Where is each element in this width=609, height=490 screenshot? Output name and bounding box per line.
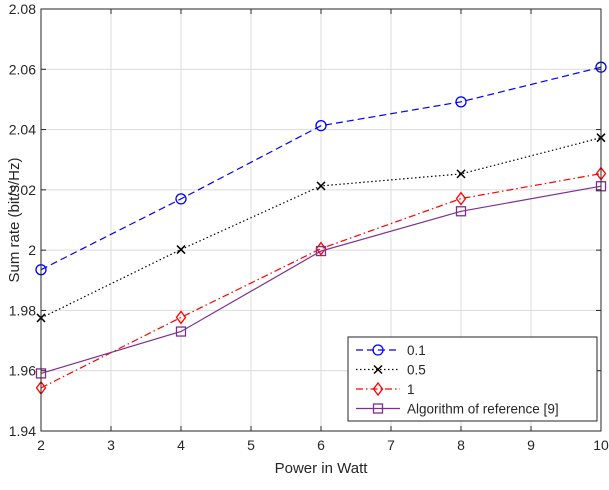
data-point [315, 120, 327, 132]
data-point [455, 191, 467, 206]
legend-label: 1 [407, 382, 415, 397]
legend-marker [372, 344, 384, 356]
legend-label: Algorithm of reference [9] [407, 402, 559, 417]
data-point [175, 326, 187, 337]
series-line [40, 185, 602, 374]
y-tick-label: 1.96 [9, 363, 36, 379]
axes [40, 8, 602, 432]
data-point [456, 169, 466, 179]
legend-marker [373, 364, 383, 375]
x-tick-label: 9 [527, 437, 535, 453]
legend-label: 0.1 [407, 343, 426, 358]
data-point [175, 310, 187, 325]
axes-frame [40, 8, 602, 432]
y-tick-label: 2 [28, 242, 36, 258]
legend-marker [372, 381, 384, 397]
legend: 0.1 0.5 1 Algorithm of reference [9] [347, 336, 598, 422]
tick-labels: 2 3 4 5 6 7 8 9 10 1.94 1.96 1.98 2 2.02 2.04 2.06 2.08 [9, 1, 609, 453]
data-point [175, 193, 187, 205]
x-tick-label: 4 [177, 437, 185, 453]
x-tick-label: 3 [107, 437, 115, 453]
y-tick-label: 2.06 [9, 61, 36, 77]
legend-entry: 0.5 [356, 363, 426, 378]
series-group [35, 61, 607, 395]
x-axis-label: Power in Watt [275, 460, 369, 477]
x-tick-label: 5 [247, 437, 255, 453]
series-line [40, 173, 602, 389]
data-point [316, 181, 326, 191]
y-tick-label: 1.98 [9, 302, 36, 318]
x-tick-label: 2 [37, 437, 45, 453]
data-point [455, 206, 467, 217]
y-tick-label: 2.08 [9, 1, 36, 17]
legend-entry: Algorithm of reference [9] [356, 402, 559, 417]
y-tick-label: 1.94 [9, 423, 36, 439]
data-point [455, 96, 467, 108]
legend-entry: 1 [356, 381, 415, 397]
legend-box [347, 336, 598, 422]
y-tick-label: 2.02 [9, 182, 36, 198]
data-point [176, 245, 186, 255]
x-tick-label: 7 [387, 437, 395, 453]
legend-label: 0.5 [407, 363, 426, 378]
x-tick-label: 6 [317, 437, 325, 453]
x-tick-label: 10 [593, 437, 609, 453]
data-point [315, 245, 327, 257]
y-axis-label: Sum rate (bit/s/Hz) [6, 157, 23, 282]
legend-entry: 0.1 [356, 343, 426, 358]
series-line [40, 66, 602, 271]
x-tick-label: 8 [457, 437, 465, 453]
y-tick-label: 2.04 [9, 122, 36, 138]
legend-marker [372, 403, 384, 414]
